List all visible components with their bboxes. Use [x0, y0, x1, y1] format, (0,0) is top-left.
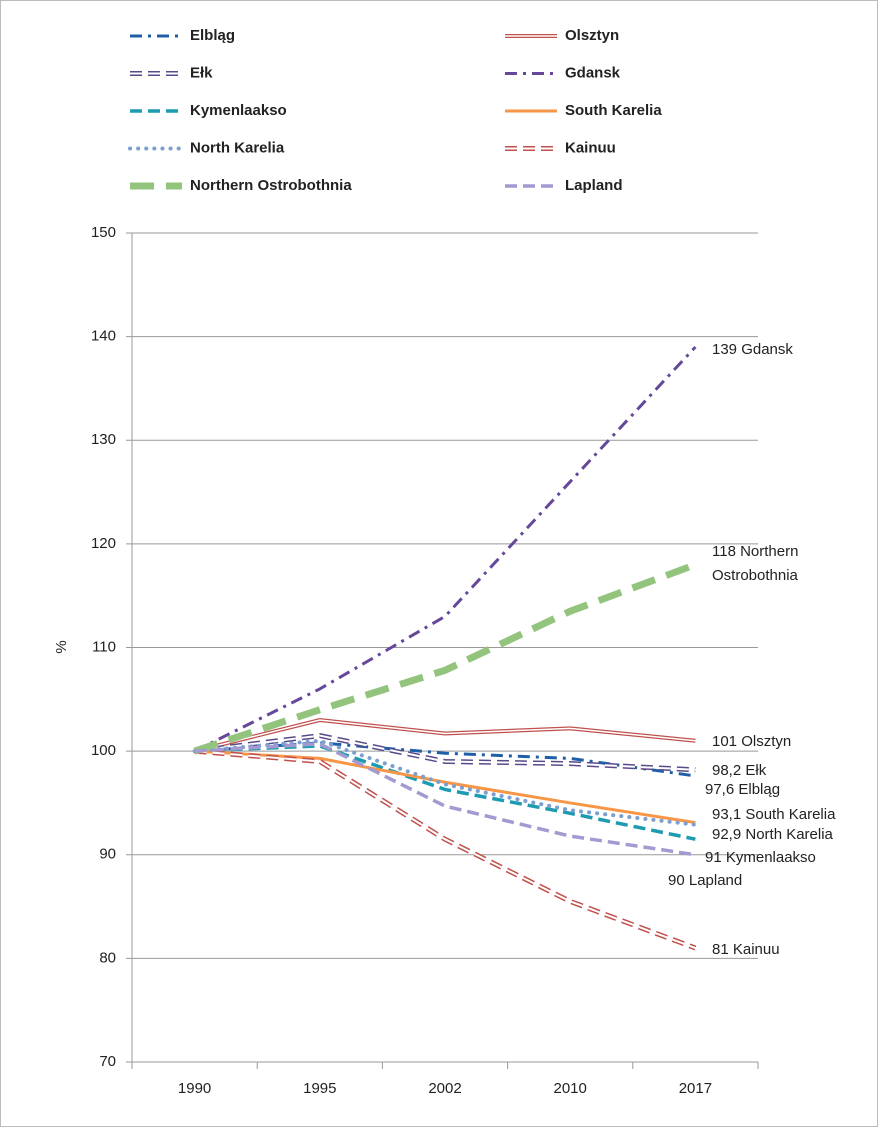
end-label: 101 Olsztyn — [712, 733, 791, 750]
x-tick-label: 2010 — [554, 1080, 587, 1097]
y-tick-label: 80 — [99, 949, 116, 966]
y-tick-label: 70 — [99, 1053, 116, 1070]
end-label: 139 Gdansk — [712, 341, 793, 358]
legend-label: Ełk — [190, 64, 213, 81]
legend-label: North Karelia — [190, 139, 285, 156]
legend-label: Lapland — [565, 177, 623, 194]
series-line — [192, 738, 698, 827]
y-axis-label: % — [53, 640, 70, 653]
x-tick-label: 1995 — [303, 1080, 336, 1097]
series-line — [194, 742, 696, 857]
legend-label: Kainuu — [565, 139, 616, 156]
legend-label: Northern Ostrobothnia — [190, 177, 352, 194]
legend: Elbląg Olsztyn Ełk Gdansk Kymenlaakso South K… — [128, 27, 662, 194]
end-label: 90 Lapland — [668, 872, 742, 889]
legend-label: Gdansk — [565, 64, 621, 81]
end-label: 118 Northern — [712, 543, 798, 560]
y-tick-label: 140 — [91, 328, 116, 345]
end-label: 91 Kymenlaakso — [705, 849, 816, 866]
legend-label: Kymenlaakso — [190, 102, 287, 119]
legend-label: Olsztyn — [565, 27, 619, 44]
y-tick-label: 110 — [92, 638, 116, 655]
series-line-inner — [194, 734, 696, 771]
y-tick-label: 130 — [91, 431, 116, 448]
x-tick-label: 2017 — [679, 1080, 712, 1097]
end-label: 92,9 North Karelia — [712, 826, 834, 843]
end-label: 97,6 Elbląg — [705, 781, 780, 798]
series-line-inner — [194, 719, 696, 752]
series-line — [193, 561, 697, 755]
y-tick-label: 100 — [91, 742, 116, 759]
x-tick-label: 2002 — [428, 1080, 461, 1097]
x-tick-label: 1990 — [178, 1080, 211, 1097]
end-label: 81 Kainuu — [712, 941, 780, 958]
y-tick-label: 90 — [99, 846, 116, 863]
series-line — [193, 345, 697, 753]
series-line-inner — [194, 750, 696, 949]
y-tick-label: 120 — [91, 535, 116, 552]
series-line — [194, 748, 697, 951]
end-label: 98,2 Ełk — [712, 762, 767, 779]
end-label: Ostrobothnia — [712, 567, 799, 584]
legend-label: South Karelia — [565, 102, 662, 119]
y-tick-label: 150 — [91, 224, 116, 241]
legend-label: Elbląg — [190, 27, 235, 44]
end-label: 93,1 South Karelia — [712, 806, 836, 823]
